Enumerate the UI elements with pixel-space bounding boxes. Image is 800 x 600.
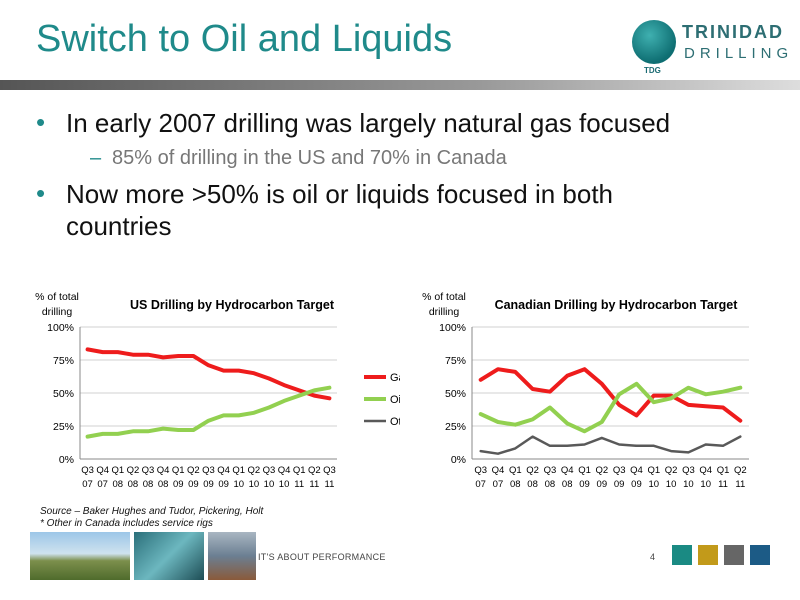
title-divider bbox=[0, 80, 800, 90]
x-tick-label: Q4 07 bbox=[492, 465, 505, 490]
y-tick-label: 100% bbox=[439, 322, 466, 334]
x-tick-label: Q1 09 bbox=[578, 465, 591, 490]
source-note: Source – Baker Hughes and Tudor, Pickeri… bbox=[40, 506, 263, 530]
x-tick-label: Q3 09 bbox=[202, 465, 215, 490]
slide-title: Switch to Oil and Liquids bbox=[36, 18, 453, 60]
x-tick-label: Q4 08 bbox=[157, 465, 170, 490]
footer-color-square bbox=[750, 545, 770, 565]
x-tick-label: Q4 09 bbox=[217, 465, 230, 490]
footer-color-square bbox=[672, 545, 692, 565]
y-axis-label: % of total bbox=[35, 291, 79, 303]
x-tick-label: Q4 08 bbox=[561, 465, 574, 490]
y-tick-label: 75% bbox=[53, 355, 74, 367]
x-tick-label: Q4 10 bbox=[699, 465, 712, 490]
page-number: 4 bbox=[650, 552, 656, 562]
x-tick-label: Q1 08 bbox=[111, 465, 124, 490]
series-line-oil bbox=[85, 385, 332, 439]
footer-tagline: IT'S ABOUT PERFORMANCE bbox=[258, 552, 386, 562]
sub-bullet-text: 85% of drilling in the US and 70% in Can… bbox=[112, 147, 507, 169]
logo-name-line2: DRILLING bbox=[684, 45, 794, 62]
bullet-item: • Now more >50% is oil or liquids focuse… bbox=[36, 178, 776, 242]
legend-label: Other* bbox=[390, 416, 400, 428]
x-tick-label: Q3 10 bbox=[682, 465, 695, 490]
series-line-oil bbox=[478, 381, 743, 434]
y-tick-label: 100% bbox=[47, 322, 74, 334]
bullet-text: Now more >50% is oil or liquids focused … bbox=[66, 179, 614, 209]
rig-photo bbox=[134, 532, 204, 580]
x-tick-label: Q4 10 bbox=[278, 465, 291, 490]
y-tick-label: 50% bbox=[53, 388, 74, 400]
x-tick-label: Q4 07 bbox=[96, 465, 109, 490]
x-tick-label: Q2 11 bbox=[734, 465, 747, 490]
chart-title: Canadian Drilling by Hydrocarbon Target bbox=[495, 298, 739, 312]
x-tick-label: Q1 08 bbox=[509, 465, 522, 490]
bullet-item: • In early 2007 drilling was largely nat… bbox=[36, 107, 776, 139]
x-tick-label: Q4 09 bbox=[630, 465, 643, 490]
chart-title: US Drilling by Hydrocarbon Target bbox=[130, 298, 335, 312]
series-line-other bbox=[479, 435, 742, 455]
x-tick-label: Q3 07 bbox=[474, 465, 487, 490]
x-tick-label: Q2 10 bbox=[248, 465, 261, 490]
sub-bullet-item: – 85% of drilling in the US and 70% in C… bbox=[90, 147, 776, 170]
x-tick-label: Q2 08 bbox=[526, 465, 539, 490]
canadian-drilling-chart: % of total drilling Canadian Drilling by H… bbox=[422, 291, 749, 490]
y-axis-label: drilling bbox=[429, 306, 460, 318]
footer-color-square bbox=[724, 545, 744, 565]
x-tick-label: Q2 08 bbox=[127, 465, 140, 490]
x-tick-label: Q1 11 bbox=[293, 465, 306, 490]
x-tick-label: Q2 10 bbox=[665, 465, 678, 490]
company-logo: TDG TRINIDAD DRILLING bbox=[630, 18, 790, 78]
x-tick-label: Q2 11 bbox=[308, 465, 321, 490]
x-tick-label: Q1 09 bbox=[172, 465, 185, 490]
bullet-list: • In early 2007 drilling was largely nat… bbox=[36, 107, 776, 250]
x-tick-label: Q3 09 bbox=[613, 465, 626, 490]
y-tick-label: 0% bbox=[451, 454, 466, 466]
x-tick-label: Q1 10 bbox=[232, 465, 245, 490]
us-drilling-chart: % of total drilling US Drilling by Hydroca… bbox=[35, 291, 400, 490]
bullet-text: In early 2007 drilling was largely natur… bbox=[66, 108, 671, 138]
x-tick-label: Q2 09 bbox=[596, 465, 609, 490]
x-tick-label: Q3 11 bbox=[323, 465, 336, 490]
globe-icon bbox=[632, 20, 676, 64]
footer-color-square bbox=[698, 545, 718, 565]
bullet-text-continued: countries bbox=[66, 211, 172, 241]
y-axis-label: drilling bbox=[42, 306, 73, 318]
y-axis-label: % of total bbox=[422, 291, 466, 303]
x-tick-label: Q1 11 bbox=[717, 465, 730, 490]
bullet-dot-icon: • bbox=[36, 107, 46, 137]
legend-label: Gas bbox=[390, 372, 400, 384]
y-tick-label: 75% bbox=[445, 355, 466, 367]
x-tick-label: Q3 08 bbox=[142, 465, 155, 490]
y-tick-label: 25% bbox=[53, 421, 74, 433]
bullet-dot-icon: • bbox=[36, 178, 46, 208]
x-tick-label: Q1 10 bbox=[647, 465, 660, 490]
series-line-gas bbox=[85, 347, 332, 401]
logo-tdg: TDG bbox=[644, 66, 661, 75]
x-tick-label: Q3 08 bbox=[544, 465, 557, 490]
crew-photo bbox=[208, 532, 256, 580]
source-line: Source – Baker Hughes and Tudor, Pickeri… bbox=[40, 506, 264, 517]
series-line-gas bbox=[478, 367, 743, 423]
logo-name-line1: TRINIDAD bbox=[682, 22, 784, 42]
y-tick-label: 0% bbox=[59, 454, 74, 466]
y-tick-label: 50% bbox=[445, 388, 466, 400]
footnote-line: * Other in Canada includes service rigs bbox=[40, 518, 213, 529]
y-tick-label: 25% bbox=[445, 421, 466, 433]
x-tick-label: Q3 10 bbox=[263, 465, 276, 490]
x-tick-label: Q2 09 bbox=[187, 465, 200, 490]
x-tick-label: Q3 07 bbox=[81, 465, 94, 490]
landscape-photo bbox=[30, 532, 130, 580]
dash-icon: – bbox=[90, 147, 102, 169]
legend-label: Oil bbox=[390, 394, 400, 406]
